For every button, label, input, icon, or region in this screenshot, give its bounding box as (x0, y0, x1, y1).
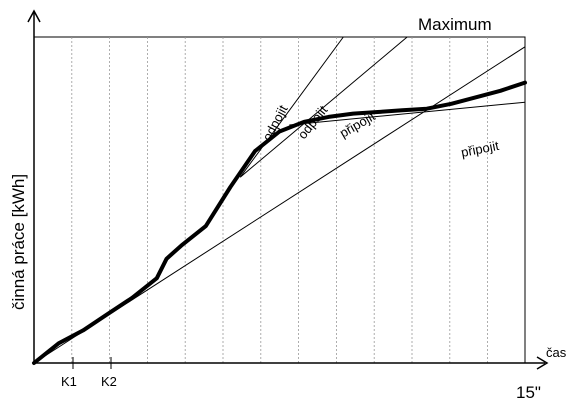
marker-label-k1: K1 (61, 374, 77, 389)
marker-label-k2: K2 (101, 374, 117, 389)
end-time-label: 15" (516, 383, 541, 402)
tangent-label-odpojit-1: odpojit (259, 102, 290, 143)
tangent-line (239, 36, 408, 178)
tangent-label-pripojit-2: připojit (460, 138, 501, 160)
maximum-label: Maximum (418, 15, 492, 34)
energy-curve (32, 80, 527, 365)
x-axis-label: čas (546, 345, 567, 360)
tangent-line (239, 36, 344, 178)
tangent-line (289, 101, 526, 126)
y-axis-label: činná práce [kWh] (9, 174, 28, 310)
x-axis-arrow (536, 356, 549, 370)
y-axis-arrow (27, 9, 41, 23)
grid-lines (71, 37, 489, 363)
